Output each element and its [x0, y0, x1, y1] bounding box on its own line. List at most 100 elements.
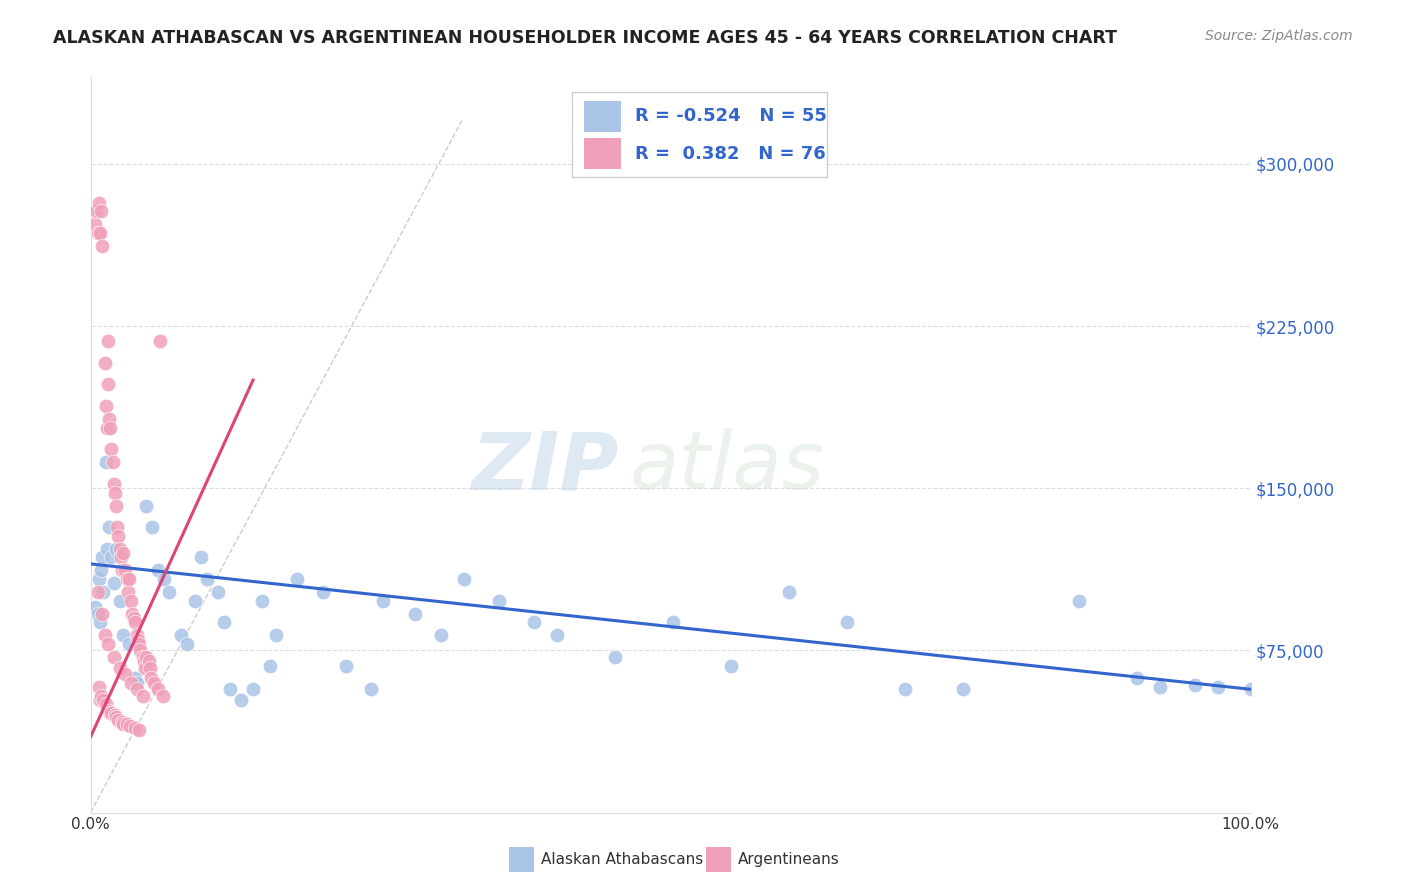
Point [108, 661, 131, 675]
Point [546, 628, 568, 642]
Point [93, 693, 115, 707]
Point [121, 607, 143, 621]
Point [1206, 680, 1229, 694]
Point [98, 420, 121, 434]
Point [96, 541, 118, 556]
Point [135, 499, 157, 513]
Point [91, 239, 114, 253]
Point [335, 658, 357, 673]
Point [120, 719, 142, 733]
Point [94, 455, 117, 469]
Point [87, 195, 110, 210]
Point [93, 585, 115, 599]
Point [125, 675, 148, 690]
Point [118, 572, 141, 586]
Text: Alaskan Athabascans: Alaskan Athabascans [541, 853, 703, 867]
Point [115, 572, 138, 586]
Point [778, 585, 800, 599]
Point [139, 661, 162, 675]
Bar [706, 847, 731, 872]
Point [105, 520, 128, 534]
Point [149, 334, 172, 349]
Point [720, 658, 742, 673]
Point [100, 442, 122, 457]
FancyBboxPatch shape [572, 92, 827, 177]
Point [835, 615, 858, 630]
Point [87, 680, 110, 694]
Point [90, 689, 112, 703]
Point [100, 706, 122, 720]
Point [94, 698, 117, 712]
Point [264, 628, 287, 642]
Point [252, 593, 274, 607]
Point [103, 476, 125, 491]
Point [184, 593, 207, 607]
Point [132, 689, 155, 703]
Point [91, 607, 114, 621]
Point [190, 550, 212, 565]
Point [117, 585, 139, 599]
Point [430, 628, 453, 642]
Point [108, 593, 131, 607]
Point [97, 377, 120, 392]
Point [86, 607, 108, 621]
Point [100, 550, 122, 565]
Point [132, 654, 155, 668]
Point [86, 226, 108, 240]
Point [128, 637, 150, 651]
Point [115, 717, 138, 731]
Point [453, 572, 475, 586]
Text: R =  0.382   N = 76: R = 0.382 N = 76 [634, 145, 825, 163]
Point [124, 672, 146, 686]
Point [603, 649, 626, 664]
Point [218, 682, 240, 697]
Point [112, 628, 135, 642]
Point [170, 628, 193, 642]
Point [894, 682, 917, 697]
Point [114, 667, 136, 681]
Point [105, 499, 128, 513]
Point [1067, 593, 1090, 607]
Point [89, 615, 111, 630]
Point [91, 550, 114, 565]
Point [108, 541, 131, 556]
Point [93, 628, 115, 642]
Point [103, 576, 125, 591]
Point [360, 682, 382, 697]
Point [120, 593, 142, 607]
Point [107, 529, 129, 543]
Text: ALASKAN ATHABASCAN VS ARGENTINEAN HOUSEHOLDER INCOME AGES 45 - 64 YEARS CORRELAT: ALASKAN ATHABASCAN VS ARGENTINEAN HOUSEH… [53, 29, 1118, 46]
Point [110, 550, 132, 565]
Point [488, 593, 510, 607]
Point [371, 593, 394, 607]
Point [132, 649, 155, 664]
Point [84, 600, 107, 615]
Point [98, 520, 121, 534]
Point [176, 637, 198, 651]
Point [89, 693, 111, 707]
Point [124, 615, 146, 630]
Point [122, 611, 145, 625]
Point [207, 585, 229, 599]
Point [124, 721, 146, 735]
Point [128, 723, 150, 738]
Point [662, 615, 685, 630]
Point [404, 607, 426, 621]
Point [90, 563, 112, 577]
Point [118, 637, 141, 651]
Point [89, 226, 111, 240]
Point [104, 708, 127, 723]
Point [112, 717, 135, 731]
Point [98, 412, 121, 426]
Point [90, 204, 112, 219]
Bar [583, 101, 621, 132]
Point [129, 643, 152, 657]
Point [195, 572, 218, 586]
Point [231, 693, 253, 707]
Point [143, 675, 166, 690]
Point [125, 682, 148, 697]
Point [97, 637, 120, 651]
Point [1149, 680, 1171, 694]
Point [96, 420, 118, 434]
Text: R = -0.524   N = 55: R = -0.524 N = 55 [634, 107, 827, 126]
